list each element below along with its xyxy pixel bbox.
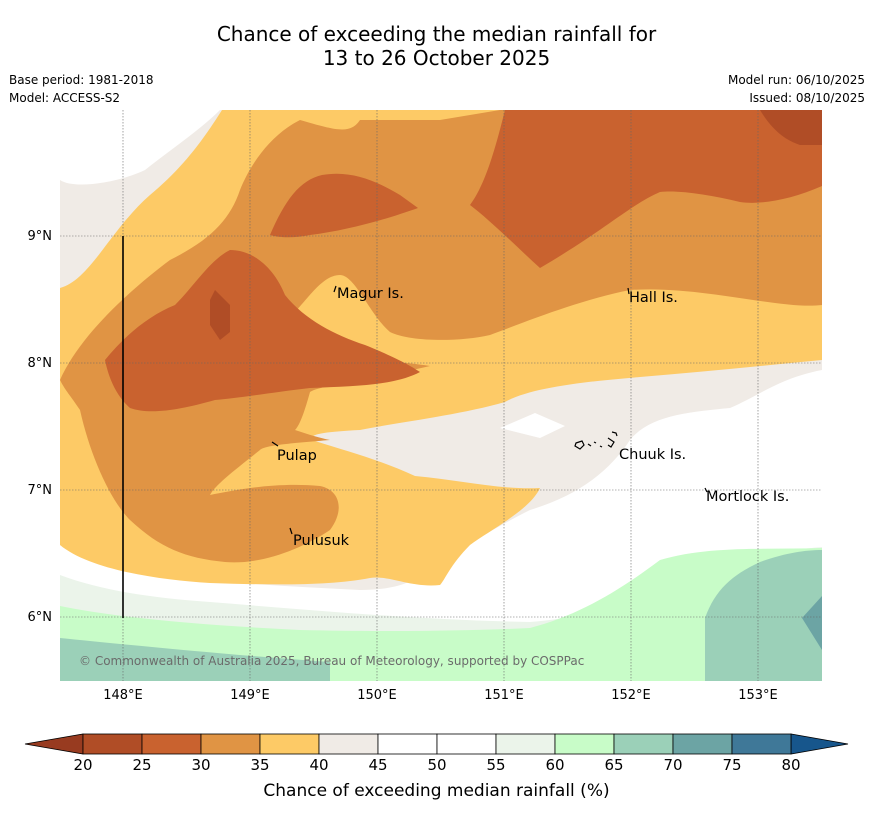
place-label-magur: Magur Is. xyxy=(337,286,404,302)
band-30-35 xyxy=(60,110,822,563)
lon-label: 148°E xyxy=(103,688,143,703)
colorbar-tick-label: 70 xyxy=(663,756,683,774)
colorbar-title: Chance of exceeding median rainfall (%) xyxy=(263,781,610,801)
band-25-30-north xyxy=(270,173,418,238)
colorbar-tick-label: 55 xyxy=(486,756,506,774)
island-marks xyxy=(271,285,708,535)
colorbar-extend-high xyxy=(790,733,849,755)
colorbar-tick-label: 35 xyxy=(250,756,270,774)
copyright-notice: © Commonwealth of Australia 2025, Bureau… xyxy=(79,654,585,668)
meta-right: Model run: 06/10/2025 Issued: 08/10/2025 xyxy=(728,71,865,107)
lat-label: 7°N xyxy=(27,483,53,498)
band-65-70-east xyxy=(705,550,822,681)
graticule xyxy=(60,110,822,681)
colorbar xyxy=(24,733,849,755)
place-label-hall: Hall Is. xyxy=(629,290,678,306)
colorbar-tick-label: 80 xyxy=(781,756,801,774)
band-65-70 xyxy=(60,638,330,681)
band-70-75 xyxy=(802,596,822,650)
colorbar-segment xyxy=(672,733,733,755)
rainfall-map: Magur Is. Hall Is. Pulap Chuuk Is. Mortl… xyxy=(60,110,822,681)
map-title-line2: 13 to 26 October 2025 xyxy=(322,46,551,70)
place-label-pulap: Pulap xyxy=(277,448,317,464)
colorbar-tick-label: 45 xyxy=(368,756,388,774)
colorbar-segment xyxy=(82,733,143,755)
place-label-mortlock: Mortlock Is. xyxy=(706,489,789,505)
colorbar-segment xyxy=(377,733,438,755)
colorbar-tick-label: 75 xyxy=(722,756,742,774)
colorbar-tick-label: 25 xyxy=(132,756,152,774)
lon-label: 150°E xyxy=(357,688,397,703)
colorbar-segment xyxy=(495,733,556,755)
place-label-chuuk: Chuuk Is. xyxy=(619,447,686,463)
band-20-25-west xyxy=(210,290,230,340)
map-title-line1: Chance of exceeding the median rainfall … xyxy=(216,22,657,46)
model-run-text: Model run: 06/10/2025 xyxy=(727,73,865,87)
band-60-65 xyxy=(60,548,822,681)
colorbar-segment xyxy=(259,733,320,755)
lat-label: 9°N xyxy=(27,229,53,244)
lon-label: 153°E xyxy=(738,688,778,703)
lon-label: 151°E xyxy=(484,688,524,703)
lon-label: 149°E xyxy=(230,688,270,703)
colorbar-segment xyxy=(141,733,202,755)
colorbar-tick-label: 40 xyxy=(309,756,329,774)
band-25-30-ne xyxy=(470,110,822,268)
colorbar-segment xyxy=(613,733,674,755)
colorbar-tick-label: 60 xyxy=(545,756,565,774)
colorbar-tick-label: 65 xyxy=(604,756,624,774)
model-text: Model: ACCESS-S2 xyxy=(9,91,121,105)
lat-label: 6°N xyxy=(27,610,53,625)
band-25-30-west xyxy=(105,250,420,412)
colorbar-segment xyxy=(200,733,261,755)
colorbar-tick-label: 20 xyxy=(73,756,93,774)
band-45-50-hole xyxy=(500,413,565,438)
meta-left: Base period: 1981-2018 Model: ACCESS-S2 xyxy=(9,71,154,107)
colorbar-tick-label: 30 xyxy=(191,756,211,774)
lon-label: 152°E xyxy=(611,688,651,703)
colorbar-tick-label: 50 xyxy=(427,756,447,774)
place-label-pulusuk: Pulusuk xyxy=(293,533,350,549)
band-20-25-ne xyxy=(760,110,822,145)
base-period-text: Base period: 1981-2018 xyxy=(9,73,154,87)
colorbar-segment xyxy=(318,733,379,755)
colorbar-segment xyxy=(436,733,497,755)
map-title: Chance of exceeding the median rainfall … xyxy=(0,22,873,70)
colorbar-extend-low xyxy=(24,733,84,755)
colorbar-segment xyxy=(731,733,792,755)
lat-label: 8°N xyxy=(27,356,53,371)
colorbar-segment xyxy=(554,733,615,755)
issued-text: Issued: 08/10/2025 xyxy=(749,91,865,105)
